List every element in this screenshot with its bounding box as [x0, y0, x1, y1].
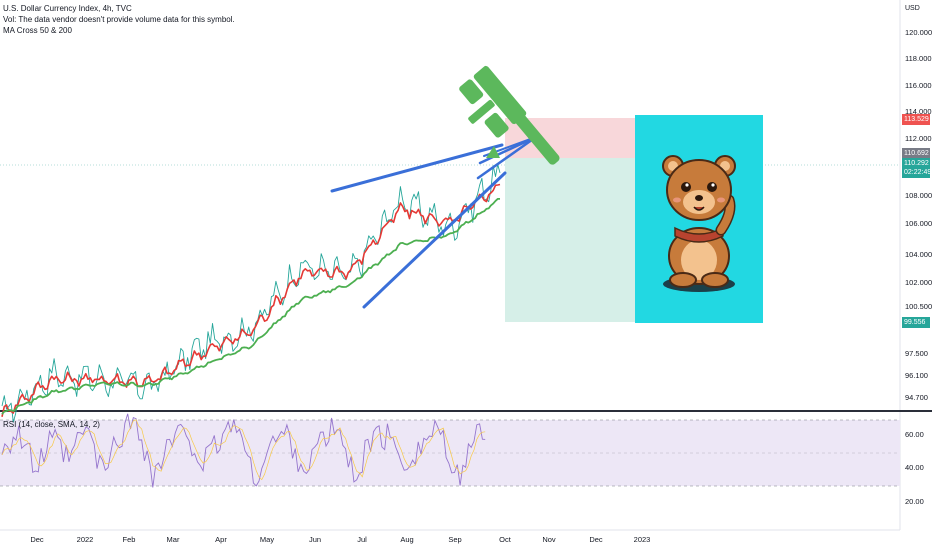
volume-note: Vol: The data vendor doesn't provide vol…	[3, 15, 235, 24]
price-tick-label: 120.000	[905, 28, 932, 37]
price-tick-label: 96.100	[905, 371, 928, 380]
wedge-upper-line[interactable]	[330, 143, 504, 193]
price-tick-label: 94.700	[905, 393, 928, 402]
take-profit-zone[interactable]	[505, 158, 635, 322]
price-tick-label: 112.000	[905, 134, 932, 143]
gavel-pointer	[486, 146, 500, 158]
time-tick-label: 2023	[633, 535, 651, 544]
time-tick-label: Aug	[400, 535, 414, 544]
symbol-title[interactable]: U.S. Dollar Currency Index, 4h, TVC	[3, 4, 132, 13]
current-price-tag: 110.692	[902, 148, 930, 159]
price-tick-label: 108.000	[905, 191, 932, 200]
time-tick-label: Dec	[589, 535, 603, 544]
price-tick-label: 104.000	[905, 250, 932, 259]
price-tick-label: 114.000	[905, 107, 932, 116]
price-tick-label: 97.500	[905, 349, 928, 358]
price-tick-label: 118.000	[905, 54, 932, 63]
time-tick-label: Mar	[166, 535, 180, 544]
stop-price-tag: 113.529	[902, 114, 930, 125]
last-price-value: 110.292	[904, 160, 929, 167]
ma-fast-line[interactable]	[1, 183, 501, 417]
bear-icon	[662, 155, 736, 292]
time-tick-label: Sep	[448, 535, 462, 544]
last-price-tag: 110.292 02:22:49	[902, 158, 932, 178]
bear-sticker	[635, 115, 763, 323]
ma-indicator-label[interactable]: MA Cross 50 & 200	[3, 26, 72, 35]
currency-label: USD	[905, 5, 920, 12]
target-price-tag: 99.556	[902, 317, 930, 328]
rsi-legend[interactable]: RSI (14, close, SMA, 14, 2)	[3, 420, 100, 429]
time-tick-label: Feb	[122, 535, 136, 544]
ma-slow-line[interactable]	[1, 197, 500, 415]
time-tick-label: Jul	[357, 535, 367, 544]
rsi-line[interactable]	[1, 413, 486, 488]
price-tick-label: 116.000	[905, 81, 932, 90]
price-tick-label: 102.000	[905, 278, 932, 287]
price-series-group	[1, 163, 501, 423]
time-tick-label: Oct	[499, 535, 511, 544]
rsi-series	[1, 413, 486, 488]
gavel-icon	[459, 65, 560, 165]
time-tick-label: Jun	[308, 535, 322, 544]
wedge-lower-line[interactable]	[362, 171, 507, 309]
rsi-tick-label: 20.00	[905, 497, 924, 506]
rsi-tick-label: 40.00	[905, 463, 924, 472]
time-tick-label: Nov	[542, 535, 556, 544]
time-tick-label: Dec	[30, 535, 44, 544]
time-tick-label: Apr	[215, 535, 227, 544]
chart-legend: U.S. Dollar Currency Index, 4h, TVC Vol:…	[3, 3, 235, 36]
rsi-tick-label: 60.00	[905, 430, 924, 439]
price-tick-label: 100.500	[905, 302, 932, 311]
time-tick-label: 2022	[76, 535, 94, 544]
price-tick-label: 106.000	[905, 219, 932, 228]
time-tick-label: May	[259, 535, 275, 544]
rsi-smoothing-line	[1, 419, 486, 481]
bar-countdown: 02:22:49	[904, 169, 932, 176]
price-line[interactable]	[1, 163, 501, 423]
